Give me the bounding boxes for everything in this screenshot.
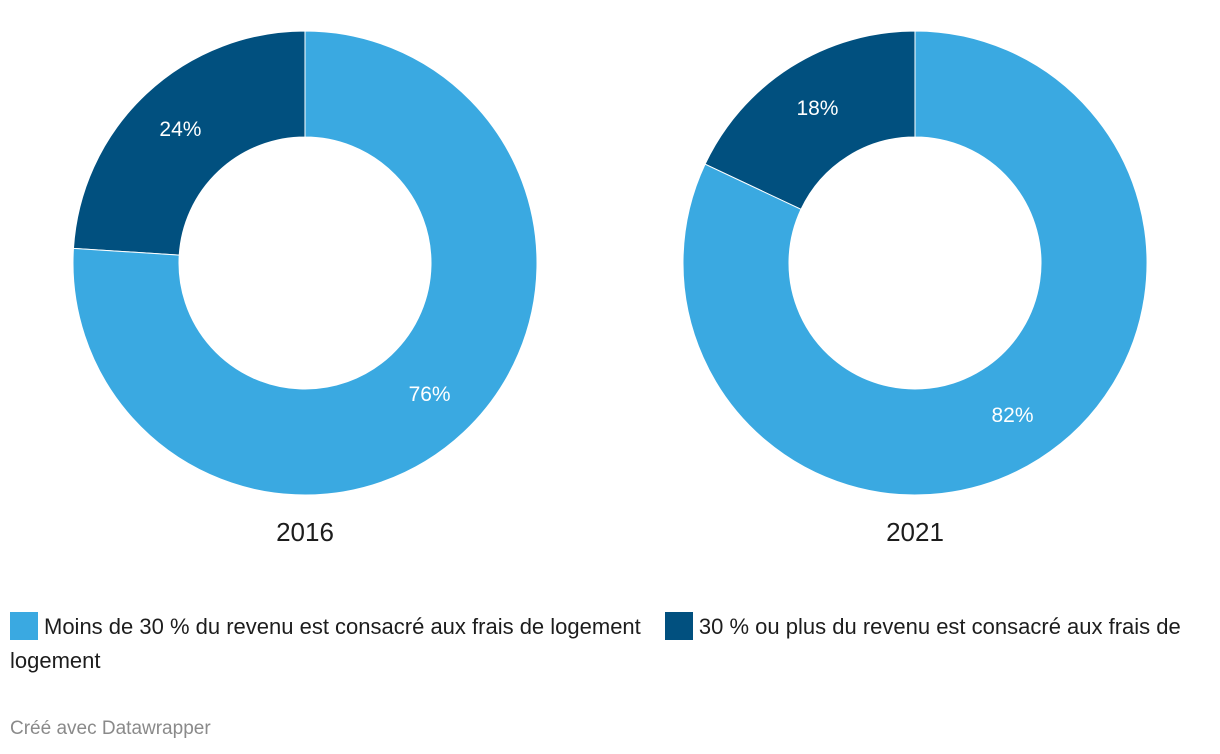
slice-2021-1 <box>682 30 1148 496</box>
slice-2016-1 <box>72 30 538 496</box>
slice-2021-0 <box>704 30 916 211</box>
slice-label-2021-0: 18% <box>796 97 838 120</box>
legend-item-under-30: Moins de 30 % du revenu est consacré aux… <box>10 612 641 640</box>
donut-2021: 18% 82% 2021 <box>682 30 1148 547</box>
donut-2016: 24% 76% 2016 <box>72 30 538 547</box>
donut-title-2021: 2021 <box>886 517 944 547</box>
slice-label-2021-1: 82% <box>992 404 1034 427</box>
legend-label-30-or-more: 30 % ou plus du revenu est consacré aux … <box>10 614 1181 673</box>
legend: Moins de 30 % du revenu est consacré aux… <box>10 610 1210 678</box>
slice-2016-0 <box>72 30 306 256</box>
legend-item-30-or-more: 30 % ou plus du revenu est consacré aux … <box>10 612 1181 673</box>
slice-label-2016-0: 24% <box>159 118 201 141</box>
donut-charts: 24% 76% 2016 18% 82% 2021 <box>72 30 1148 547</box>
credit-line: Créé avec Datawrapper <box>10 718 211 739</box>
legend-swatch-under-30 <box>10 612 38 640</box>
donut-title-2016: 2016 <box>276 517 334 547</box>
legend-label-under-30: Moins de 30 % du revenu est consacré aux… <box>44 614 641 639</box>
slice-label-2016-1: 76% <box>409 383 451 406</box>
legend-swatch-30-or-more <box>664 612 693 640</box>
